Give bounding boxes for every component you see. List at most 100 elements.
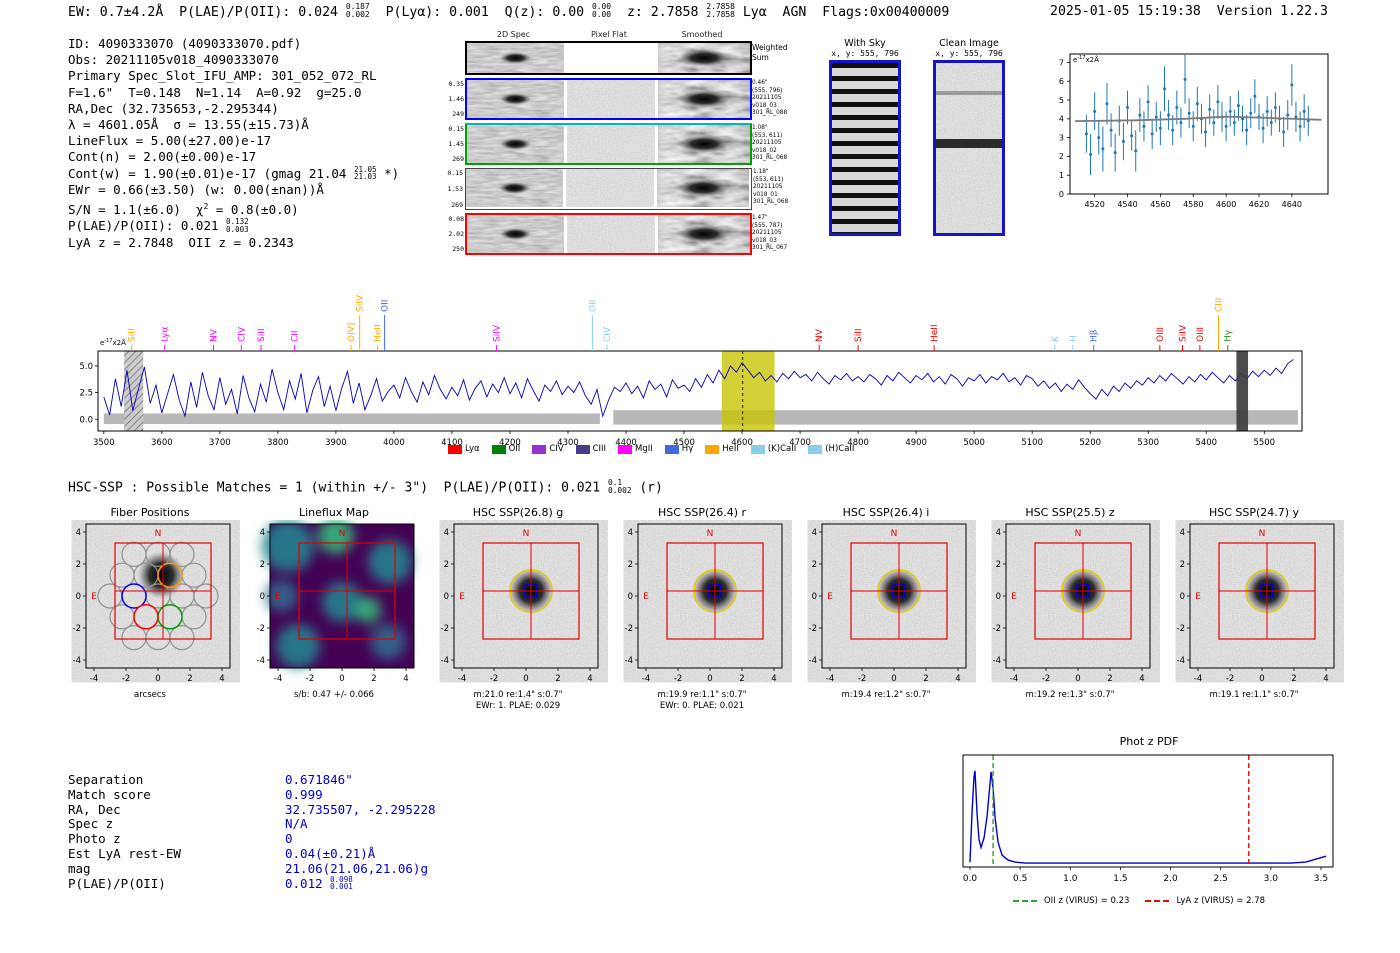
with-sky-panel: With Sky x, y: 555, 796 <box>826 38 904 236</box>
cutout-title: HSC SSP(25.5) z <box>1025 506 1115 519</box>
svg-text:E: E <box>275 592 281 602</box>
svg-text:5: 5 <box>1059 96 1064 105</box>
spec2d-img-cell <box>658 80 750 118</box>
legend-swatch <box>618 444 633 454</box>
match-table-value: 32.735507, -2.295228 <box>285 801 436 817</box>
svg-text:N: N <box>155 529 162 539</box>
spec2d-row-metrics: 0.35 1.46 249 <box>448 80 464 118</box>
svg-text:Hγ: Hγ <box>1224 329 1234 342</box>
cutout-image-fiber: N E -4 -4 -2 -2 0 0 2 2 4 4 <box>73 523 231 684</box>
spec2d-img-cell <box>567 43 655 73</box>
info-line: LineFlux = 5.00(±27.00)e-17 <box>68 133 272 149</box>
svg-text:-4: -4 <box>826 674 834 684</box>
svg-text:4540: 4540 <box>1117 200 1137 209</box>
svg-text:4: 4 <box>1323 674 1328 684</box>
svg-text:4100: 4100 <box>441 438 463 448</box>
spec2d-image <box>567 80 655 118</box>
svg-text:4560: 4560 <box>1150 200 1170 209</box>
match-table-value: 0.04(±0.21)Å <box>285 845 376 861</box>
spec2d-image <box>467 43 564 73</box>
svg-text:4: 4 <box>1139 674 1144 684</box>
svg-text:2: 2 <box>923 674 928 684</box>
svg-text:K: K <box>1051 335 1061 342</box>
svg-text:N: N <box>1075 529 1082 539</box>
spec2d-img-cell <box>567 80 655 118</box>
svg-text:2: 2 <box>1180 560 1185 570</box>
svg-text:E: E <box>91 592 97 602</box>
match-table-row: mag 21.06(21.06,21.06)g <box>68 861 436 876</box>
cutout-image-hsc: N E -4 -4 -2 -2 0 0 2 2 4 4 <box>1177 523 1335 684</box>
svg-text:N: N <box>523 529 530 539</box>
svg-text:4200: 4200 <box>499 438 521 448</box>
spec2d-img-cell <box>658 215 750 253</box>
match-table-row: Spec z N/A <box>68 816 436 831</box>
spec2d-row-metrics: 0.15 1.45 269 <box>448 125 464 163</box>
cutout-panel-lineflux-1: Lineflux Map N E -4 -4 -2 -2 0 0 2 2 4 4 s/b: 0.47 +/… <box>244 506 424 701</box>
legend-item: Hγ <box>664 444 694 454</box>
cutout-panel-hsc-6: HSC SSP(24.7) y N E -4 -4 -2 -2 0 0 2 2 4 4 m:19.1 re… <box>1164 506 1344 701</box>
match-table-value: 21.06(21.06,21.06)g <box>285 860 428 876</box>
cutout-title: HSC SSP(26.4) r <box>657 506 747 519</box>
svg-text:H: H <box>1069 335 1079 342</box>
svg-text:4580: 4580 <box>1183 200 1203 209</box>
svg-text:SiII: SiII <box>257 328 267 342</box>
svg-text:-2: -2 <box>1177 624 1185 634</box>
legend-label: Hγ <box>681 444 694 454</box>
match-table-row: Est LyA rest-EW 0.04(±0.21)Å <box>68 846 436 861</box>
cutout-title: Fiber Positions <box>110 506 190 519</box>
match-table-label: RA, Dec <box>68 801 121 817</box>
svg-text:NV: NV <box>815 328 825 342</box>
spec2d-img-cell <box>567 125 655 163</box>
cutout-title: HSC SSP(26.4) i <box>842 506 930 519</box>
detection-info-block: ID: 4090333070 (4090333070.pdf) Obs: 2021… <box>68 36 399 251</box>
legend-label: OII <box>508 444 521 454</box>
cutout-caption: arcsecs <box>134 690 166 700</box>
info-line: λ = 4601.05Å σ = 13.55(±15.73)Å <box>68 117 309 133</box>
svg-text:4620: 4620 <box>1249 200 1269 209</box>
svg-text:5000: 5000 <box>963 438 985 448</box>
with-sky-image <box>829 60 901 236</box>
svg-text:CIV: CIV <box>237 326 247 342</box>
svg-text:4: 4 <box>219 674 224 684</box>
svg-text:E: E <box>459 592 465 602</box>
svg-text:SiIV: SiIV <box>493 324 503 342</box>
svg-text:2: 2 <box>187 674 192 684</box>
svg-text:0: 0 <box>628 592 633 602</box>
svg-text:N: N <box>339 529 346 539</box>
svg-text:OII: OII <box>588 300 598 312</box>
svg-text:-2: -2 <box>257 624 265 634</box>
cutout-image-hsc: N E -4 -4 -2 -2 0 0 2 2 4 4 <box>809 523 967 684</box>
svg-text:OIII: OIII <box>1156 327 1166 342</box>
cutout-panel-hsc-2: HSC SSP(26.8) g N E -4 -4 -2 -2 0 0 2 2 4 4 m:21.0 re… <box>428 506 608 712</box>
svg-text:-2: -2 <box>674 674 682 684</box>
cutout-caption: EWr: 0. PLAE: 0.021 <box>659 701 745 712</box>
svg-text:-2: -2 <box>73 624 81 634</box>
spec2d-col-header: Pixel Flat <box>591 30 627 39</box>
spec2d-img-cell <box>657 169 749 209</box>
svg-text:0: 0 <box>155 674 160 684</box>
svg-text:2.5: 2.5 <box>1214 874 1228 884</box>
svg-text:-4: -4 <box>1194 674 1202 684</box>
svg-text:4640: 4640 <box>1282 200 1302 209</box>
spec2d-image <box>658 125 750 163</box>
match-table-label: Spec z <box>68 816 114 832</box>
info-line: ID: 4090333070 (4090333070.pdf) <box>68 36 302 51</box>
svg-text:CII: CII <box>291 330 301 342</box>
match-table-row: Match score 0.999 <box>68 787 436 802</box>
zoom-spectrum-plot: 0 1 2 3 4 5 6 7 4520 4540 4560 4580 4600 4620 4640 e-17… <box>1059 53 1329 209</box>
svg-text:0: 0 <box>1075 674 1080 684</box>
info-line: S/N = 1.1(±6.0) χ2 = 0.8(±0.0) <box>68 201 299 218</box>
svg-text:NV: NV <box>209 328 219 342</box>
spec2d-image <box>567 125 655 163</box>
svg-text:0: 0 <box>1259 674 1264 684</box>
svg-text:-4: -4 <box>458 674 466 684</box>
svg-text:CIII: CIII <box>1214 298 1224 312</box>
svg-text:2: 2 <box>555 674 560 684</box>
svg-text:4300: 4300 <box>557 438 579 448</box>
match-table-label: P(LAE)/P(OII) <box>68 875 166 891</box>
svg-text:-2: -2 <box>809 624 817 634</box>
spec2d-image <box>657 169 749 207</box>
svg-text:2: 2 <box>1059 152 1064 161</box>
svg-text:2: 2 <box>76 560 81 570</box>
catalog-match-table: Separation 0.671846" Match score 0.999 RA, D… <box>68 772 436 891</box>
